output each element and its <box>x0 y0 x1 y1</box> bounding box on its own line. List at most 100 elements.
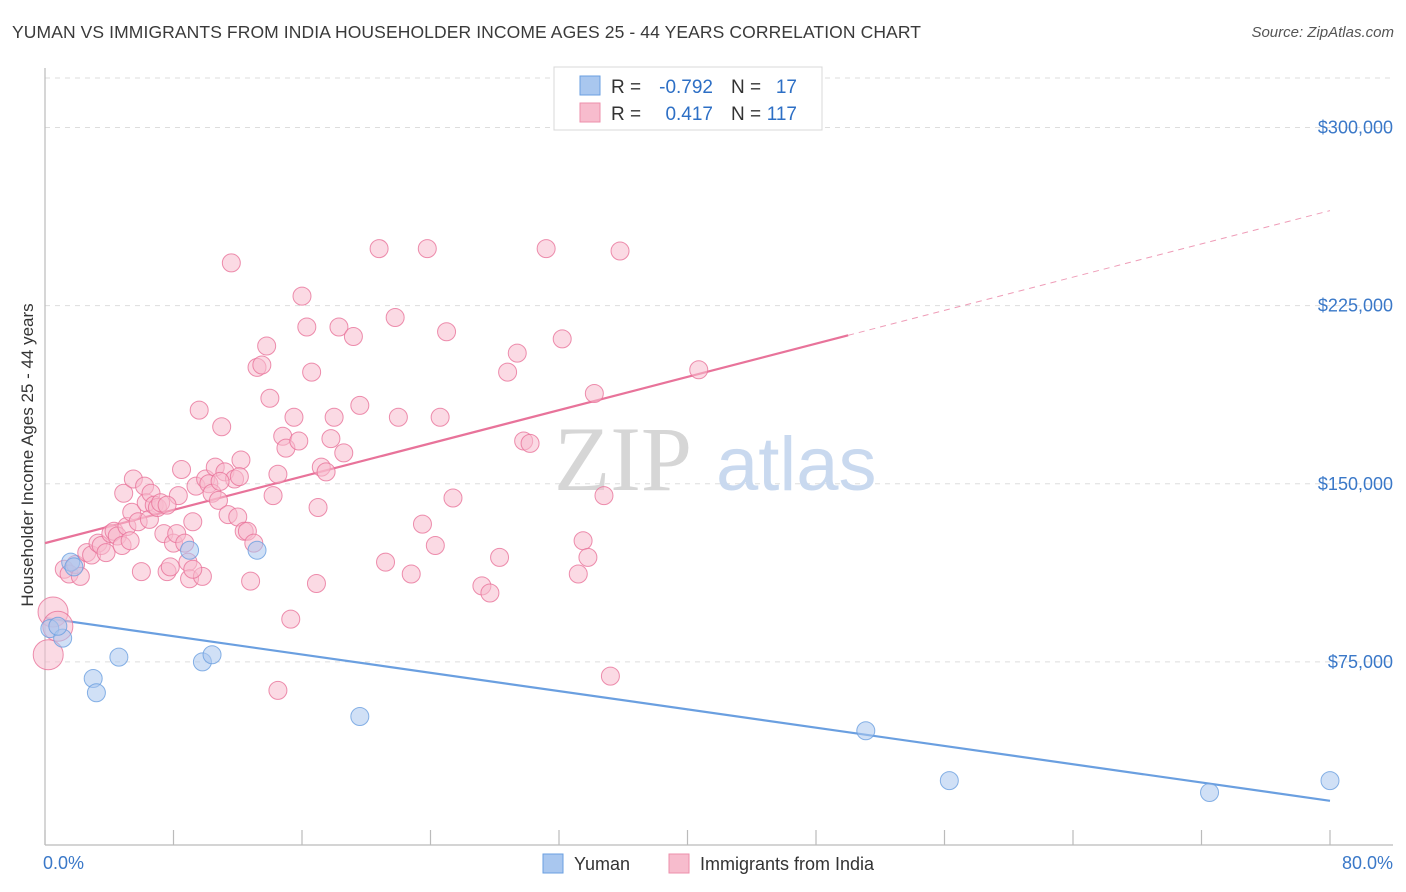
legend-swatch-yuman <box>579 75 601 96</box>
legend-r-label-0: R = <box>611 77 641 98</box>
point-india-61 <box>257 336 277 356</box>
x-tick-labels: 0.0% 80.0% <box>43 853 1393 873</box>
point-india-109 <box>689 360 709 380</box>
series-swatch-yuman <box>542 853 564 874</box>
point-india-100 <box>536 239 556 259</box>
point-india-81 <box>350 395 370 415</box>
point-india-83 <box>376 552 396 572</box>
point-india-97 <box>507 343 527 363</box>
point-india-88 <box>417 239 437 259</box>
point-india-67 <box>281 609 301 629</box>
point-india-70 <box>292 286 312 306</box>
point-india-110 <box>268 680 288 700</box>
chart-title: YUMAN VS IMMIGRANTS FROM INDIA HOUSEHOLD… <box>12 22 922 42</box>
point-india-69 <box>289 431 309 451</box>
watermark-atlas: atlas <box>716 422 877 507</box>
point-india-52 <box>221 253 241 273</box>
x-tick-label-min: 0.0% <box>43 853 84 873</box>
point-india-60 <box>252 355 272 375</box>
point-india-0 <box>32 639 64 671</box>
point-yuman-10 <box>350 707 370 726</box>
point-india-116 <box>183 559 203 579</box>
point-india-99 <box>520 433 540 453</box>
source-credit: Source: ZipAtlas.com <box>1251 24 1394 41</box>
point-india-85 <box>388 407 408 427</box>
legend-n-label-1: N = <box>731 104 761 125</box>
watermark-zip: ZIP <box>554 408 692 510</box>
axes <box>44 68 1393 846</box>
point-india-76 <box>321 429 341 449</box>
point-india-78 <box>329 317 349 337</box>
trend-line-0 <box>44 616 1331 802</box>
point-india-103 <box>573 531 593 551</box>
point-india-86 <box>401 564 421 584</box>
legend-n-value-0: 17 <box>776 77 797 98</box>
point-india-113 <box>210 471 230 491</box>
point-yuman-8 <box>202 645 222 665</box>
point-india-102 <box>568 564 588 584</box>
point-india-68 <box>284 407 304 427</box>
point-india-72 <box>302 362 322 382</box>
point-india-94 <box>480 583 500 603</box>
point-india-107 <box>600 666 620 686</box>
point-india-55 <box>231 450 251 470</box>
point-yuman-13 <box>1200 783 1220 802</box>
point-yuman-11 <box>856 721 876 741</box>
trend-lines <box>44 210 1331 802</box>
point-india-87 <box>412 514 432 534</box>
point-india-96 <box>498 362 518 382</box>
legend-r-value-1: 0.417 <box>665 104 713 125</box>
point-yuman-9 <box>247 540 267 560</box>
data-points <box>32 239 1340 802</box>
x-tick-label-max: 80.0% <box>1342 853 1393 873</box>
y-tick-label-0: $75,000 <box>1328 652 1393 672</box>
point-india-80 <box>343 327 363 346</box>
point-india-48 <box>208 490 228 510</box>
trend-line-1 <box>44 334 849 545</box>
y-tick-label-1: $150,000 <box>1318 474 1393 494</box>
series-legend: Yuman Immigrants from India <box>542 853 875 874</box>
point-india-64 <box>268 464 288 484</box>
legend-n-value-1: 117 <box>767 104 797 125</box>
y-axis-title: Householder Income Ages 25 - 44 years <box>18 303 37 606</box>
point-india-90 <box>430 407 450 427</box>
point-india-91 <box>437 322 457 342</box>
point-india-105 <box>584 384 604 403</box>
y-tick-label-3: $300,000 <box>1318 118 1393 138</box>
point-india-36 <box>172 460 192 479</box>
trend-line-extension-1 <box>847 210 1331 336</box>
point-india-84 <box>385 308 405 327</box>
y-tick-label-2: $225,000 <box>1318 296 1393 316</box>
point-yuman-14 <box>1320 771 1340 791</box>
point-yuman-4 <box>86 683 106 703</box>
point-yuman-15 <box>48 616 68 636</box>
series-swatch-india <box>668 853 690 874</box>
series-label-india: Immigrants from India <box>700 854 875 874</box>
point-india-95 <box>490 547 510 567</box>
point-india-63 <box>263 486 283 506</box>
correlation-legend: R = -0.792 N = 17 R = 0.417 N = 117 <box>553 66 823 131</box>
y-tick-labels: $75,000 $150,000 $225,000 $300,000 <box>1318 118 1393 672</box>
point-india-75 <box>316 462 336 482</box>
point-india-108 <box>610 241 630 261</box>
point-india-77 <box>324 407 344 427</box>
point-yuman-16 <box>64 557 84 577</box>
point-india-82 <box>369 239 389 259</box>
point-india-49 <box>212 417 232 437</box>
point-india-11 <box>96 543 116 563</box>
watermark: ZIP atlas <box>554 408 877 510</box>
legend-swatch-india <box>579 102 601 123</box>
point-india-18 <box>120 531 140 551</box>
legend-r-label-1: R = <box>611 104 641 125</box>
point-india-112 <box>157 495 177 515</box>
point-yuman-6 <box>180 540 200 560</box>
point-india-92 <box>443 488 463 508</box>
point-india-106 <box>594 486 614 506</box>
point-yuman-5 <box>109 647 129 667</box>
point-india-58 <box>241 571 261 591</box>
point-india-115 <box>229 467 249 487</box>
legend-n-label-0: N = <box>731 77 761 98</box>
point-india-40 <box>183 512 203 532</box>
point-india-32 <box>160 557 180 577</box>
